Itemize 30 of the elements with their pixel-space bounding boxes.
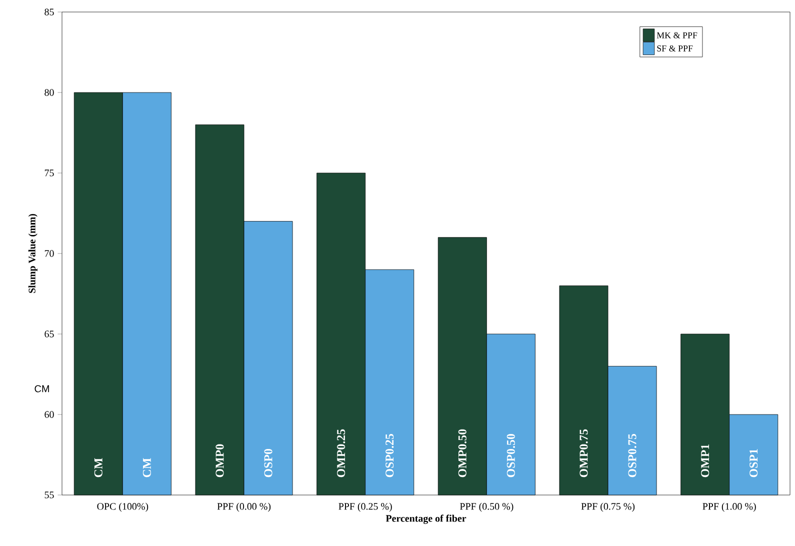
legend-label: MK & PPF: [656, 32, 698, 38]
x-tick-label: PPF (1.00 %): [702, 502, 756, 512]
x-tick-label: PPF (0.25 %): [338, 502, 392, 512]
y-tick-label: 85: [44, 8, 54, 16]
x-axis-title: Percentage of fiber: [386, 514, 466, 524]
x-tick-label: OPC (100%): [97, 502, 148, 512]
y-tick-label: 80: [44, 89, 54, 96]
x-tick-label: PPF (0.00 %): [217, 502, 271, 512]
annotation: OSP0: [264, 448, 272, 478]
x-tick-label: PPF (0.75 %): [581, 502, 635, 512]
annotation: CM: [94, 458, 102, 478]
annotation: OSP1: [750, 449, 758, 478]
annotation: OMP1: [701, 444, 710, 478]
annotation: OSP0.50: [506, 434, 515, 478]
annotation: OMP0.75: [580, 429, 588, 478]
annotation: OMP0.50: [458, 429, 466, 478]
y-tick-label: 65: [44, 330, 54, 338]
y-tick-label: 60: [44, 411, 54, 418]
legend-label: SF & PPF: [657, 45, 693, 52]
text: CM: [34, 385, 49, 392]
annotation: OMP0: [216, 444, 224, 478]
annotation: OSP0.75: [628, 434, 636, 478]
annotation: CM: [142, 458, 151, 478]
y-axis-title: Slump Value (mm): [28, 214, 38, 293]
y-tick-label: 70: [44, 250, 54, 257]
x-tick-label: PPF (0.50 %): [460, 502, 514, 512]
annotation: OSP0.25: [386, 434, 394, 478]
annotation: OMP0.25: [337, 429, 346, 478]
y-tick-label: 75: [44, 170, 54, 176]
y-tick-label: 55: [44, 492, 54, 498]
